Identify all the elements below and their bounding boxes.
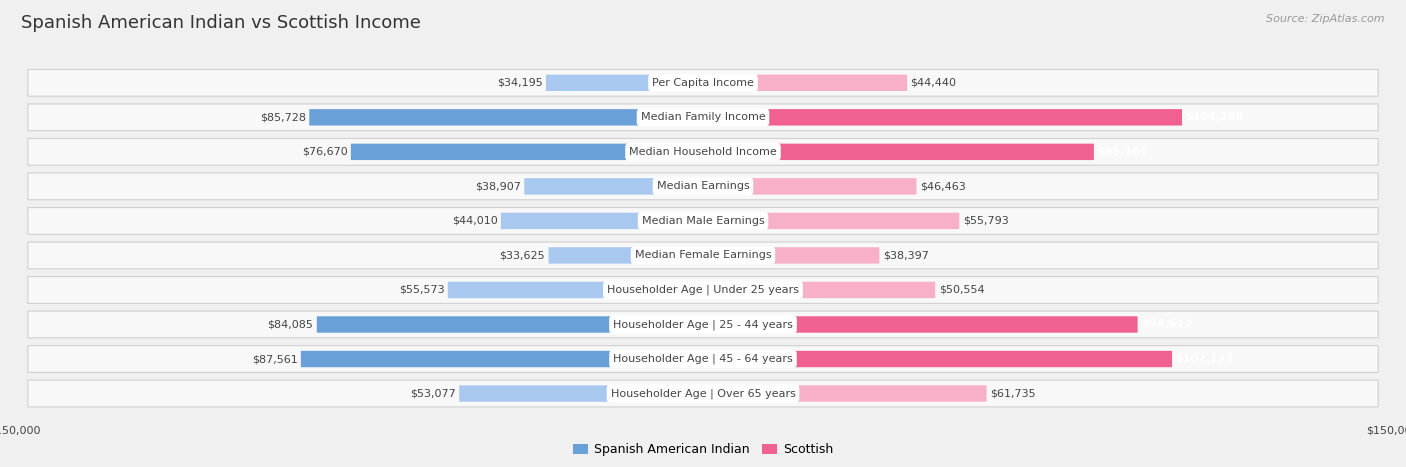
Legend: Spanish American Indian, Scottish: Spanish American Indian, Scottish (568, 439, 838, 461)
Text: $46,463: $46,463 (920, 181, 966, 191)
FancyBboxPatch shape (703, 282, 935, 298)
FancyBboxPatch shape (546, 75, 703, 91)
FancyBboxPatch shape (703, 316, 1137, 333)
Text: Householder Age | Over 65 years: Householder Age | Over 65 years (610, 388, 796, 399)
FancyBboxPatch shape (316, 316, 703, 333)
Text: Median Family Income: Median Family Income (641, 113, 765, 122)
FancyBboxPatch shape (28, 70, 1378, 96)
Text: $104,288: $104,288 (1185, 113, 1244, 122)
FancyBboxPatch shape (301, 351, 703, 367)
FancyBboxPatch shape (28, 173, 1378, 200)
Text: Householder Age | 45 - 64 years: Householder Age | 45 - 64 years (613, 354, 793, 364)
FancyBboxPatch shape (703, 212, 959, 229)
Text: $87,561: $87,561 (252, 354, 298, 364)
Text: $84,085: $84,085 (267, 319, 314, 330)
FancyBboxPatch shape (703, 385, 987, 402)
Text: Median Male Earnings: Median Male Earnings (641, 216, 765, 226)
FancyBboxPatch shape (703, 144, 1094, 160)
Text: Median Household Income: Median Household Income (628, 147, 778, 157)
Text: $38,397: $38,397 (883, 250, 929, 261)
FancyBboxPatch shape (28, 104, 1378, 131)
FancyBboxPatch shape (460, 385, 703, 402)
FancyBboxPatch shape (703, 351, 1173, 367)
FancyBboxPatch shape (703, 178, 917, 195)
Text: $102,123: $102,123 (1175, 354, 1233, 364)
FancyBboxPatch shape (28, 380, 1378, 407)
Text: $50,554: $50,554 (939, 285, 984, 295)
Text: $33,625: $33,625 (499, 250, 546, 261)
FancyBboxPatch shape (524, 178, 703, 195)
FancyBboxPatch shape (28, 242, 1378, 269)
Text: Householder Age | 25 - 44 years: Householder Age | 25 - 44 years (613, 319, 793, 330)
FancyBboxPatch shape (703, 75, 907, 91)
Text: Per Capita Income: Per Capita Income (652, 78, 754, 88)
Text: Median Earnings: Median Earnings (657, 181, 749, 191)
Text: $44,440: $44,440 (911, 78, 956, 88)
FancyBboxPatch shape (28, 346, 1378, 372)
Text: Spanish American Indian vs Scottish Income: Spanish American Indian vs Scottish Inco… (21, 14, 420, 32)
FancyBboxPatch shape (703, 247, 879, 264)
Text: $76,670: $76,670 (302, 147, 347, 157)
FancyBboxPatch shape (28, 276, 1378, 304)
Text: Source: ZipAtlas.com: Source: ZipAtlas.com (1267, 14, 1385, 24)
Text: $61,735: $61,735 (990, 389, 1036, 398)
Text: $53,077: $53,077 (411, 389, 456, 398)
Text: $44,010: $44,010 (451, 216, 498, 226)
Text: Median Female Earnings: Median Female Earnings (634, 250, 772, 261)
FancyBboxPatch shape (703, 109, 1182, 126)
Text: $85,728: $85,728 (260, 113, 307, 122)
Text: $85,101: $85,101 (1097, 147, 1147, 157)
Text: $55,573: $55,573 (399, 285, 444, 295)
Text: $38,907: $38,907 (475, 181, 520, 191)
Text: $55,793: $55,793 (963, 216, 1008, 226)
Text: $34,195: $34,195 (496, 78, 543, 88)
FancyBboxPatch shape (28, 311, 1378, 338)
FancyBboxPatch shape (447, 282, 703, 298)
FancyBboxPatch shape (28, 207, 1378, 234)
Text: Householder Age | Under 25 years: Householder Age | Under 25 years (607, 285, 799, 295)
Text: $94,622: $94,622 (1142, 319, 1192, 330)
FancyBboxPatch shape (28, 139, 1378, 165)
FancyBboxPatch shape (309, 109, 703, 126)
FancyBboxPatch shape (352, 144, 703, 160)
FancyBboxPatch shape (548, 247, 703, 264)
FancyBboxPatch shape (501, 212, 703, 229)
